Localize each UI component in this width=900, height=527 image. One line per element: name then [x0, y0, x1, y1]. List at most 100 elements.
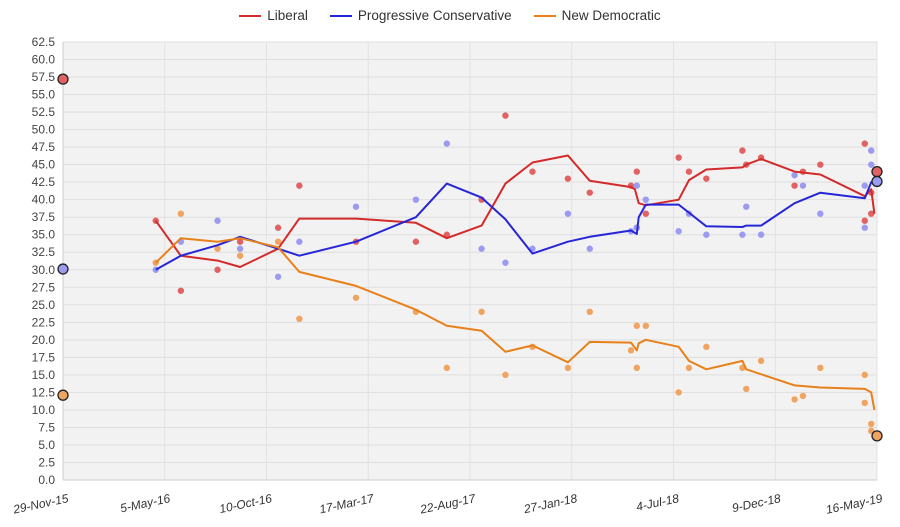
y-tick-label: 55.0 — [32, 88, 56, 102]
poll-point-liberal — [177, 287, 185, 294]
x-tick-label: 16-May-19 — [825, 491, 884, 517]
y-tick-label: 62.5 — [32, 35, 56, 49]
poll-point-pc — [861, 224, 868, 231]
poll-point-liberal — [861, 140, 868, 147]
poll-point-ndp — [633, 322, 640, 330]
poll-point-pc — [274, 273, 282, 280]
legend-swatch-liberal — [239, 14, 262, 17]
y-tick-label: 60.0 — [32, 53, 56, 67]
poll-point-ndp — [236, 252, 244, 259]
poll-point-pc — [868, 161, 875, 168]
poll-point-liberal — [861, 217, 868, 224]
poll-point-liberal — [296, 182, 303, 189]
poll-point-ndp — [868, 420, 875, 428]
poll-point-pc — [757, 231, 765, 238]
y-tick-label: 40.0 — [32, 193, 56, 207]
result-end-marker-liberal — [871, 165, 883, 178]
y-tick-label: 32.5 — [32, 245, 56, 259]
legend-item-ndp[interactable]: New Democratic — [533, 8, 661, 23]
poll-point-ndp — [352, 294, 360, 301]
result-start-marker-pc — [57, 263, 69, 275]
poll-point-pc — [478, 245, 485, 252]
poll-point-pc — [236, 245, 244, 252]
legend-label-liberal: Liberal — [267, 8, 308, 23]
y-tick-label: 37.5 — [32, 210, 56, 224]
y-tick-label: 2.5 — [38, 455, 55, 469]
result-start-marker-ndp — [57, 389, 69, 401]
poll-point-ndp — [861, 399, 868, 407]
y-tick-label: 45.0 — [32, 158, 56, 172]
poll-point-ndp — [642, 322, 650, 330]
poll-point-pc — [296, 238, 303, 245]
poll-point-ndp — [296, 315, 303, 323]
poll-point-pc — [443, 140, 451, 147]
poll-point-pc — [799, 182, 807, 189]
legend-label-pc: Progressive Conservative — [357, 8, 512, 23]
y-tick-label: 15.0 — [32, 368, 56, 382]
poll-point-ndp — [586, 308, 593, 316]
y-tick-label: 0.0 — [38, 473, 55, 487]
y-tick-label: 27.5 — [32, 280, 56, 294]
result-end-marker-pc — [871, 175, 883, 188]
poll-point-ndp — [177, 210, 185, 217]
poll-point-liberal — [214, 266, 221, 273]
x-tick-label: 4-Jul-18 — [635, 491, 681, 514]
x-tick-label: 29-Nov-15 — [11, 491, 70, 517]
poll-point-liberal — [274, 224, 282, 231]
poll-point-liberal — [685, 168, 693, 175]
result-end-marker-ndp — [871, 430, 883, 442]
poll-point-liberal — [586, 189, 593, 196]
poll-point-pc — [412, 196, 420, 203]
poll-point-ndp — [274, 238, 282, 245]
legend-item-pc[interactable]: Progressive Conservative — [329, 8, 512, 23]
poll-point-liberal — [703, 175, 710, 182]
poll-point-pc — [743, 203, 750, 210]
x-tick-label: 22-Aug-17 — [418, 491, 478, 517]
poll-point-ndp — [633, 364, 640, 372]
poll-point-ndp — [443, 364, 451, 372]
poll-point-liberal — [739, 147, 746, 154]
poll-point-ndp — [799, 392, 807, 400]
y-tick-label: 7.5 — [38, 420, 55, 434]
poll-point-liberal — [236, 238, 244, 245]
poll-point-ndp — [757, 357, 765, 365]
result-start-marker-liberal — [57, 73, 69, 85]
y-tick-label: 47.5 — [32, 140, 56, 154]
poll-point-pc — [586, 245, 593, 252]
poll-point-ndp — [817, 364, 824, 372]
poll-point-pc — [502, 259, 509, 266]
poll-point-pc — [791, 171, 798, 179]
legend-swatch-ndp — [533, 14, 556, 17]
y-tick-label: 10.0 — [32, 403, 56, 417]
poll-point-pc — [564, 210, 572, 217]
poll-point-pc — [739, 231, 746, 238]
poll-point-liberal — [564, 175, 572, 182]
y-tick-label: 52.5 — [32, 105, 56, 119]
y-tick-label: 50.0 — [32, 123, 56, 137]
poll-point-liberal — [642, 210, 650, 217]
poll-point-pc — [642, 196, 650, 203]
poll-point-ndp — [214, 245, 221, 252]
y-tick-label: 5.0 — [38, 438, 55, 452]
poll-point-ndp — [502, 371, 509, 379]
poll-point-ndp — [861, 371, 868, 379]
poll-point-ndp — [685, 364, 693, 372]
y-tick-label: 22.5 — [32, 315, 56, 329]
poll-point-liberal — [791, 182, 798, 189]
y-tick-label: 35.0 — [32, 228, 56, 242]
legend-label-ndp: New Democratic — [561, 8, 661, 23]
legend-item-liberal[interactable]: Liberal — [239, 8, 308, 23]
poll-point-ndp — [564, 364, 572, 372]
poll-point-pc — [352, 203, 360, 210]
poll-point-pc — [675, 228, 682, 235]
poll-point-liberal — [868, 210, 875, 217]
poll-point-pc — [214, 217, 221, 224]
poll-point-pc — [703, 231, 710, 238]
poll-point-ndp — [743, 385, 750, 393]
x-tick-label: 17-Mar-17 — [318, 491, 376, 516]
y-tick-label: 12.5 — [32, 385, 56, 399]
poll-point-ndp — [791, 396, 798, 403]
y-tick-label: 25.0 — [32, 298, 56, 312]
x-tick-label: 9-Dec-18 — [731, 491, 783, 515]
poll-point-liberal — [412, 238, 420, 245]
